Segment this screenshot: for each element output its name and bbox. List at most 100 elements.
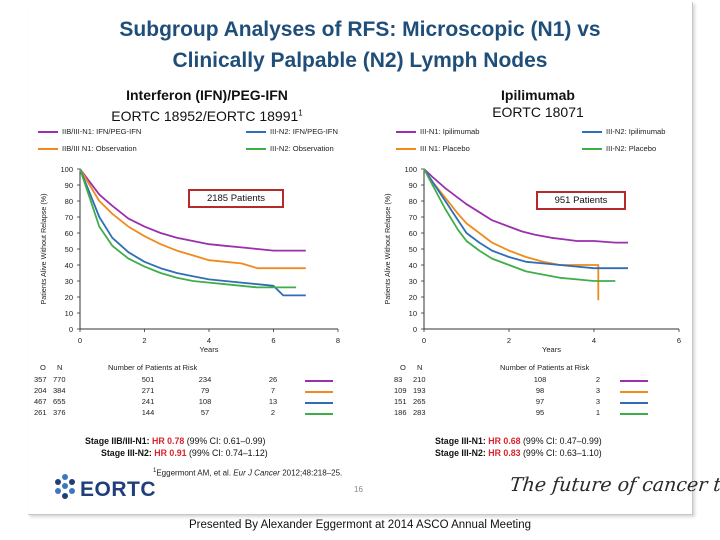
legend-swatch <box>38 148 58 150</box>
legend-label: III-N2: Ipilimumab <box>606 127 666 136</box>
risk-cell-o: 357 <box>34 375 47 384</box>
legend-label: III-N1: Ipilimumab <box>420 127 480 136</box>
risk-header-o: O <box>400 363 406 372</box>
risk-row-color-line <box>620 413 648 415</box>
left-panel-drug: Interferon (IFN)/PEG-IFN <box>126 87 288 103</box>
risk-cell-o: 151 <box>394 397 407 406</box>
risk-header-n: N <box>417 363 423 372</box>
risk-cell-value: 108 <box>533 375 547 384</box>
legend-item-1-0: III-N1: Ipilimumab <box>396 127 480 136</box>
risk-header-o: O <box>40 363 46 372</box>
legend-label: III N1: Placebo <box>420 144 470 153</box>
hr-stage-label: Stage IIB/III-N1: <box>85 436 152 446</box>
risk-cell-value: 2 <box>595 375 601 384</box>
left-panel-trial: EORTC 18952/EORTC 189911 <box>111 107 303 124</box>
risk-cell-o: 109 <box>394 386 407 395</box>
hazard-ratio-line: Stage III-N2: HR 0.91 (99% CI: 0.74–1.12… <box>101 448 268 458</box>
risk-row-color-line <box>620 391 648 393</box>
hr-stage-label: Stage III-N2: <box>435 448 489 458</box>
risk-cell-value: 3 <box>595 397 601 406</box>
risk-cell-o: 186 <box>394 408 407 417</box>
risk-cell-o: 467 <box>34 397 47 406</box>
hr-value: HR 0.91 <box>154 448 187 458</box>
page-number: 16 <box>354 485 363 494</box>
reference-citation: 1Eggermont AM, et al. Eur J Cancer 2012;… <box>153 468 343 478</box>
hr-value: HR 0.68 <box>488 436 521 446</box>
hazard-ratio-line: Stage III-N2: HR 0.83 (99% CI: 0.63–1.10… <box>435 448 602 458</box>
risk-cell-value: 7 <box>270 386 276 395</box>
risk-cell-value: 271 <box>141 386 155 395</box>
left-patients-box: 2185 Patients <box>188 189 284 208</box>
risk-cell-n: 376 <box>53 408 66 417</box>
risk-cell-value: 234 <box>198 375 212 384</box>
legend-item-1-3: III-N2: Placebo <box>582 144 656 153</box>
legend-swatch <box>396 148 416 150</box>
hr-ci: (99% CI: 0.61–0.99) <box>184 436 266 446</box>
risk-row-color-line <box>305 402 333 404</box>
hazard-ratio-line: Stage III-N1: HR 0.68 (99% CI: 0.47–0.99… <box>435 436 602 446</box>
risk-cell-value: 241 <box>141 397 155 406</box>
risk-row-color-line <box>620 402 648 404</box>
legend-item-0-1: IIB/III N1: Observation <box>38 144 137 153</box>
risk-cell-n: 384 <box>53 386 66 395</box>
right-panel-trial: EORTC 18071 <box>492 104 584 120</box>
risk-row-color-line <box>620 380 648 382</box>
legend-swatch <box>246 131 266 133</box>
risk-cell-n: 283 <box>413 408 426 417</box>
risk-cell-value: 57 <box>200 408 210 417</box>
legend-label: III-N2: Placebo <box>606 144 657 153</box>
risk-cell-o: 204 <box>34 386 47 395</box>
slide-title-line-2: Clinically Palpable (N2) Lymph Nodes <box>172 49 548 72</box>
legend-label: IIB/III-N1: IFN/PEG-IFN <box>62 127 142 136</box>
risk-cell-value: 501 <box>141 375 155 384</box>
legend-swatch <box>582 131 602 133</box>
risk-header-label: Number of Patients at Risk <box>500 363 590 372</box>
hr-value: HR 0.83 <box>488 448 521 458</box>
risk-row-color-line <box>305 380 333 382</box>
risk-header-n: N <box>57 363 63 372</box>
right-patients-box: 951 Patients <box>536 191 626 210</box>
legend-label: IIB/III N1: Observation <box>62 144 137 153</box>
legend-label: III-N2: Observation <box>270 144 334 153</box>
legend-swatch <box>396 131 416 133</box>
risk-cell-o: 261 <box>34 408 47 417</box>
risk-cell-n: 193 <box>413 386 426 395</box>
hr-stage-label: Stage III-N1: <box>435 436 489 446</box>
risk-cell-value: 79 <box>200 386 210 395</box>
legend-swatch <box>38 131 58 133</box>
risk-cell-n: 770 <box>53 375 66 384</box>
legend-swatch <box>246 148 266 150</box>
hr-ci: (99% CI: 0.47–0.99) <box>520 436 602 446</box>
risk-cell-value: 1 <box>595 408 601 417</box>
eortc-logo-icon <box>55 474 75 499</box>
eortc-logo-text: EORTC <box>80 478 156 501</box>
risk-cell-value: 108 <box>198 397 212 406</box>
hr-value: HR 0.78 <box>151 436 185 446</box>
risk-cell-value: 144 <box>141 408 155 417</box>
risk-cell-o: 83 <box>394 375 403 384</box>
hr-ci: (99% CI: 0.63–1.10) <box>520 448 602 458</box>
right-panel-heading: Ipilimumab EORTC 18071 <box>448 87 628 121</box>
legend-item-0-2: III-N2: IFN/PEG-IFN <box>246 127 338 136</box>
legend-item-1-1: III N1: Placebo <box>396 144 470 153</box>
risk-cell-value: 13 <box>268 397 278 406</box>
risk-cell-value: 97 <box>535 397 545 406</box>
risk-cell-value: 3 <box>595 386 601 395</box>
slide-title-line-1: Subgroup Analyses of RFS: Microscopic (N… <box>119 18 601 41</box>
risk-cell-value: 26 <box>268 375 278 384</box>
risk-row-color-line <box>305 413 333 415</box>
legend-label: III-N2: IFN/PEG-IFN <box>270 127 338 136</box>
presenter-caption: Presented By Alexander Eggermont at 2014… <box>188 519 532 531</box>
risk-row-color-line <box>305 391 333 393</box>
hr-stage-label: Stage III-N2: <box>101 448 155 458</box>
tagline: The future of cancer therapy <box>508 474 720 496</box>
hazard-ratio-line: Stage IIB/III-N1: HR 0.78 (99% CI: 0.61–… <box>85 436 265 446</box>
risk-cell-n: 655 <box>53 397 66 406</box>
left-panel-heading: Interferon (IFN)/PEG-IFN EORTC 18952/EOR… <box>92 87 322 125</box>
risk-cell-value: 2 <box>270 408 276 417</box>
legend-item-0-0: IIB/III-N1: IFN/PEG-IFN <box>38 127 141 136</box>
risk-cell-n: 265 <box>413 397 426 406</box>
legend-swatch <box>582 148 602 150</box>
hr-ci: (99% CI: 0.74–1.12) <box>186 448 268 458</box>
